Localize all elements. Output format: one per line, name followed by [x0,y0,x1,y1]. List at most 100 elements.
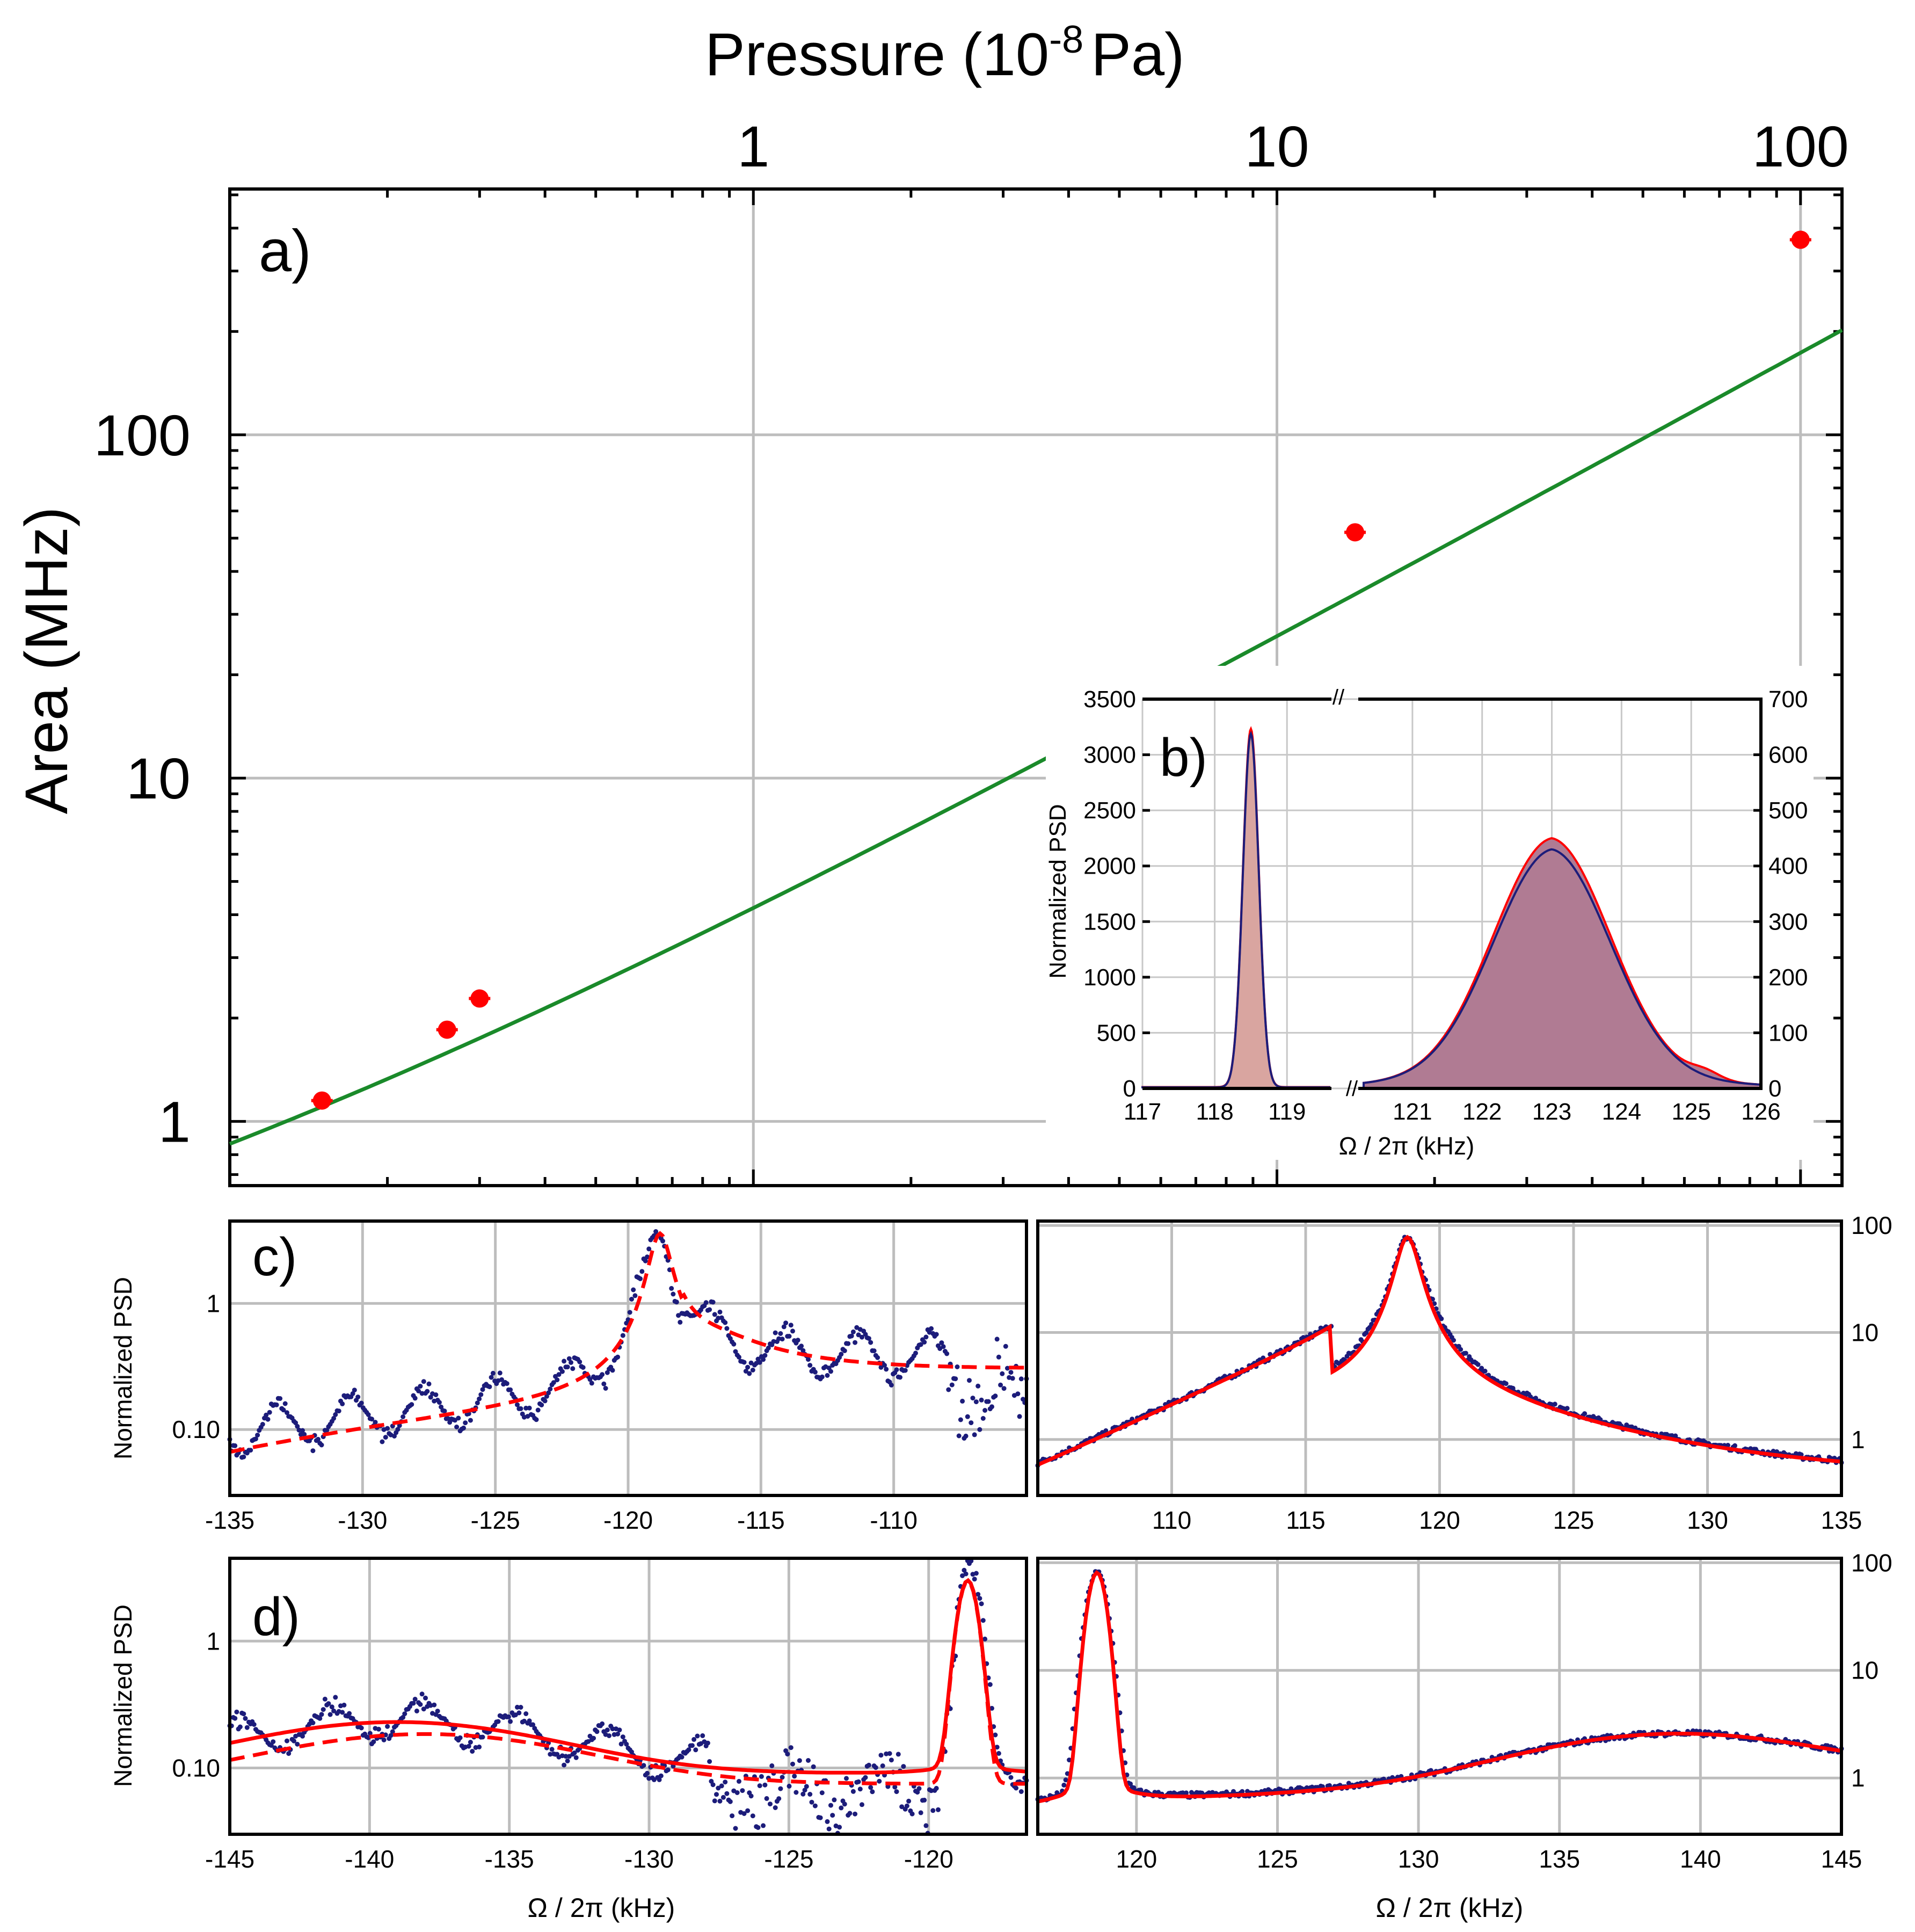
spectrum-data-point [282,1401,288,1406]
spectrum-y-tick-label: 10 [1851,1657,1878,1684]
spectrum-data-point [534,1417,539,1422]
spectrum-data-point [802,1788,807,1793]
spectrum-data-point [866,1762,871,1768]
spectrum-data-point [977,1596,982,1601]
spectrum-data-point [693,1747,698,1753]
c-left-fit-dashed [229,1231,1026,1454]
spectrum-data-point [750,1813,755,1819]
spectrum-data-point [241,1454,246,1459]
spectrum-data-point [842,1802,847,1807]
spectrum-data-point [898,1375,902,1380]
spectrum-data-point [243,1716,248,1721]
spectrum-data-point [969,1420,974,1426]
spectrum-y-tick-label: 100 [1851,1211,1892,1239]
spectrum-data-point [853,1340,858,1345]
spectrum-x-tick-label: -145 [205,1845,254,1873]
spectrum-data-point [723,1780,728,1785]
spectrum-data-point [1458,1347,1463,1352]
panel-d-left-x-title: Ω / 2π (kHz) [528,1893,675,1923]
spectrum-data-point [496,1719,501,1724]
spectrum-data-point [546,1390,551,1396]
spectrum-data-point [395,1427,401,1432]
spectrum-data-point [895,1752,901,1757]
spectrum-data-point [555,1377,560,1383]
spectrum-data-point [778,1786,783,1791]
spectrum-data-point [899,1804,905,1810]
spectrum-x-tick-label: -125 [471,1506,520,1534]
b-right-tick-label: 100 [1768,1020,1808,1046]
spectrum-data-point [700,1733,705,1738]
spectrum-x-tick-label: 130 [1687,1506,1728,1534]
spectrum-data-point [620,1734,625,1740]
spectrum-data-point [271,1739,276,1745]
spectrum-data-point [516,1710,522,1716]
spectrum-data-point [618,1741,624,1747]
spectrum-data-point [857,1786,863,1792]
panel-d: -145 -140 -135 -130 -125 -120 0.10 1 120 125 130 1… [109,1549,1892,1923]
spectrum-data-point [762,1782,768,1788]
spectrum-x-tick-label: 120 [1419,1506,1460,1534]
b-left-tick-label: 1000 [1083,964,1136,991]
spectrum-x-tick-label: -120 [603,1506,653,1534]
spectrum-data-point [383,1435,388,1440]
spectrum-data-point [972,1432,977,1437]
spectrum-data-point [1008,1370,1014,1375]
spectrum-data-point [300,1733,305,1739]
spectrum-y-tick-label: 1 [206,1289,220,1317]
spectrum-data-point [610,1726,615,1732]
spectrum-data-point [853,1811,858,1817]
a-y-tick-label: 10 [126,746,191,811]
spectrum-data-point [740,1788,745,1793]
spectrum-data-point [918,1342,923,1347]
a-data-point [312,1091,331,1110]
spectrum-data-point [350,1391,355,1396]
spectrum-data-point [580,1365,586,1370]
spectrum-data-point [894,1367,899,1372]
spectrum-x-tick-label: 115 [1286,1506,1325,1534]
spectrum-data-point [849,1333,854,1339]
spectrum-data-point [232,1716,238,1721]
spectrum-data-point [832,1797,837,1803]
spectrum-data-point [587,1733,593,1739]
spectrum-data-point [573,1755,579,1760]
spectrum-data-point [527,1718,532,1724]
spectrum-data-point [889,1757,894,1763]
spectrum-data-point [286,1751,292,1756]
a-data-point [470,989,489,1008]
spectrum-data-point [347,1711,352,1716]
spectrum-data-point [906,1798,912,1804]
spectrum-data-point [508,1719,513,1724]
inset-y-title: Normalized PSD [1045,804,1071,978]
spectrum-data-point [341,1702,347,1708]
spectrum-data-point [316,1436,321,1442]
spectrum-data-point [359,1400,364,1406]
spectrum-data-point [949,1382,955,1388]
spectrum-data-point [1231,1789,1236,1794]
spectrum-data-point [717,1798,723,1804]
spectrum-data-point [549,1747,555,1752]
spectrum-data-point [993,1393,998,1399]
spectrum-data-point [436,1400,442,1405]
spectrum-data-point [973,1399,979,1405]
spectrum-data-point [844,1776,849,1781]
spectrum-data-point [916,1786,922,1791]
spectrum-data-point [551,1380,556,1385]
spectrum-data-point [759,1774,764,1779]
spectrum-data-point [712,1312,717,1317]
spectrum-x-tick-label: 125 [1257,1845,1298,1873]
spectrum-data-point [979,1397,984,1403]
a-data-point [1346,523,1365,542]
b-x-tick-label: 125 [1671,1099,1710,1125]
spectrum-data-point [889,1383,894,1388]
d-right-fit [1037,1570,1842,1804]
spectrum-data-point [922,1797,927,1803]
spectrum-data-point [745,1364,751,1370]
spectrum-data-point [755,1825,761,1830]
spectrum-frame [228,1219,1028,1497]
spectrum-data-point [818,1815,823,1820]
spectrum-data-point [788,1323,793,1328]
spectrum-data-point [812,1369,818,1375]
spectrum-data-point [762,1353,768,1358]
spectrum-data-point [958,1417,963,1422]
spectrum-data-point [617,1727,622,1733]
